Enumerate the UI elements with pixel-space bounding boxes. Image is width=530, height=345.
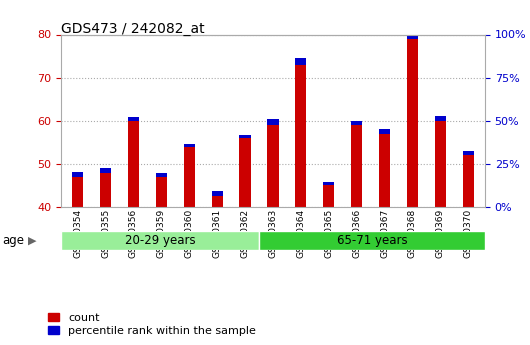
Bar — [72, 171, 83, 177]
Bar — [156, 177, 167, 207]
Bar — [100, 168, 111, 172]
Bar — [295, 65, 306, 207]
Bar — [100, 172, 111, 207]
Bar — [128, 121, 139, 207]
Bar — [407, 39, 418, 207]
Bar — [72, 177, 83, 207]
Bar — [267, 125, 279, 207]
Bar — [211, 191, 223, 196]
Text: GDS473 / 242082_at: GDS473 / 242082_at — [61, 22, 205, 37]
Bar — [379, 129, 390, 134]
Bar — [184, 147, 195, 207]
Bar — [463, 155, 474, 207]
Bar — [211, 196, 223, 207]
Bar — [435, 117, 446, 121]
Legend: count, percentile rank within the sample: count, percentile rank within the sample — [48, 313, 256, 336]
Text: 20-29 years: 20-29 years — [125, 234, 195, 247]
Bar — [435, 121, 446, 207]
Bar — [351, 121, 362, 125]
Bar — [259, 231, 485, 250]
Bar — [379, 134, 390, 207]
Bar — [407, 36, 418, 39]
Bar — [240, 135, 251, 138]
Bar — [463, 151, 474, 155]
Bar — [128, 117, 139, 121]
Bar — [295, 58, 306, 65]
Bar — [184, 144, 195, 147]
Bar — [323, 182, 334, 186]
Bar — [156, 173, 167, 177]
Bar — [61, 231, 259, 250]
Text: 65-71 years: 65-71 years — [337, 234, 407, 247]
Bar — [240, 138, 251, 207]
Bar — [351, 125, 362, 207]
Text: age: age — [3, 234, 25, 247]
Bar — [267, 119, 279, 125]
Text: ▶: ▶ — [28, 236, 36, 246]
Bar — [323, 186, 334, 207]
